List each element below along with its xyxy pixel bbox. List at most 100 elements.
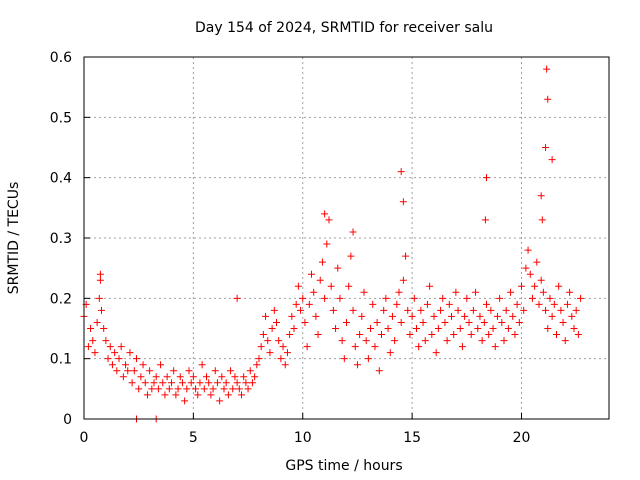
data-point [174, 385, 182, 393]
data-point [542, 144, 550, 151]
data-point [305, 300, 313, 308]
data-point [524, 246, 532, 254]
data-point [248, 379, 256, 387]
data-point [270, 306, 278, 314]
data-point [87, 325, 95, 332]
data-point [135, 385, 143, 393]
data-points [80, 65, 585, 423]
data-point [566, 288, 574, 296]
data-point [231, 373, 239, 381]
data-point [299, 294, 307, 302]
data-point [124, 367, 132, 375]
data-point [148, 385, 156, 393]
data-point [452, 288, 460, 296]
y-tick-label: 0.2 [50, 291, 72, 307]
data-point [244, 385, 252, 393]
data-point [434, 325, 442, 332]
data-point [213, 379, 221, 387]
data-point [362, 337, 370, 345]
data-point [288, 312, 296, 320]
data-point [347, 252, 355, 260]
data-point [338, 337, 346, 345]
data-point [211, 367, 219, 375]
data-point [303, 343, 311, 351]
data-point [264, 337, 272, 345]
data-point [421, 337, 429, 345]
data-point [487, 306, 495, 314]
data-point [577, 294, 585, 302]
data-point [176, 373, 184, 381]
data-point [483, 174, 490, 182]
data-point [209, 385, 217, 393]
data-point [100, 325, 108, 332]
data-point [168, 379, 175, 387]
data-point [238, 391, 245, 399]
data-point [189, 373, 197, 381]
data-point [538, 216, 546, 224]
data-point [279, 343, 287, 351]
data-point [165, 385, 173, 393]
data-point [533, 258, 541, 266]
data-point [133, 355, 140, 363]
data-point [343, 318, 350, 326]
data-point [119, 373, 127, 381]
data-point [329, 306, 337, 314]
data-point [242, 379, 250, 387]
y-axis-label: SRMTID / TECUs [6, 182, 22, 295]
data-point [515, 318, 523, 326]
data-point [200, 385, 208, 393]
data-point [544, 95, 552, 103]
data-point [456, 325, 464, 332]
data-point [255, 355, 263, 363]
data-point [408, 312, 416, 320]
y-tick-label: 0.4 [50, 171, 72, 187]
data-point [113, 367, 121, 375]
data-point [397, 318, 405, 326]
data-point [439, 294, 447, 302]
data-point [198, 361, 206, 369]
data-point [360, 288, 368, 296]
y-tick-label: 0.6 [50, 50, 72, 66]
data-point [349, 306, 357, 314]
data-point [430, 312, 438, 320]
data-point [539, 288, 547, 296]
data-point [340, 355, 348, 363]
data-point [474, 325, 482, 332]
data-point [574, 331, 582, 339]
data-point [500, 337, 508, 345]
data-point [399, 198, 407, 206]
data-point [568, 312, 576, 320]
data-point [312, 312, 320, 320]
x-tick-label: 15 [403, 430, 421, 446]
x-tick-label: 10 [294, 430, 312, 446]
data-point [273, 318, 280, 326]
data-point [548, 312, 556, 320]
data-point [321, 294, 329, 302]
data-point [316, 276, 324, 284]
data-point [559, 318, 567, 326]
data-point [336, 294, 344, 302]
data-point [526, 270, 534, 278]
data-point [432, 349, 440, 357]
data-point [511, 331, 519, 339]
data-point [406, 331, 414, 339]
x-axis-label: GPS time / hours [285, 458, 402, 474]
data-point [550, 300, 558, 308]
data-point [543, 65, 551, 73]
data-point [259, 331, 267, 339]
data-point [371, 343, 379, 351]
data-point [294, 282, 302, 290]
data-point [141, 379, 149, 387]
data-point [235, 385, 243, 393]
data-point [310, 288, 318, 296]
data-point [222, 379, 230, 387]
data-point [286, 331, 294, 339]
data-point [504, 325, 512, 332]
data-point [216, 397, 224, 405]
data-point [321, 210, 329, 218]
data-point [268, 325, 276, 332]
data-point [126, 349, 134, 357]
data-point [106, 343, 114, 351]
data-point [563, 300, 571, 308]
data-point [458, 343, 466, 351]
